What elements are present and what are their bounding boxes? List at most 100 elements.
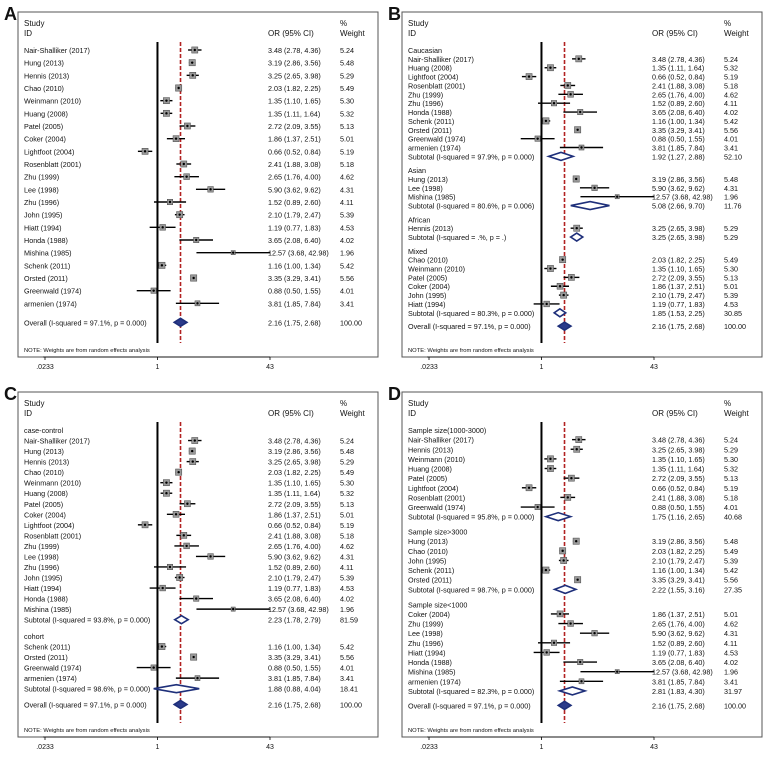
- ci-text: 2.41 (1.88, 3.08): [652, 493, 705, 502]
- weight-value: 5.56: [724, 126, 738, 135]
- ci-text: 2.23 (1.78, 2.79): [268, 616, 321, 625]
- point-estimate: [552, 641, 556, 644]
- header-study: Study: [24, 399, 44, 408]
- weight-value: 5.19: [340, 147, 354, 156]
- study-label: Hiatt (1994): [408, 300, 446, 309]
- ci-text: 3.81 (1.85, 7.84): [268, 299, 321, 308]
- weight-value: 4.53: [724, 648, 738, 657]
- ci-text: 2.72 (2.09, 3.55): [268, 500, 321, 509]
- point-estimate: [178, 576, 181, 579]
- header-or: OR (95% CI): [652, 29, 698, 38]
- point-estimate: [616, 670, 619, 673]
- study-label: Zhu (1999): [24, 173, 59, 182]
- subtotal-diamond: [153, 683, 200, 694]
- weight-value: 5.48: [724, 175, 738, 184]
- study-label: Honda (1988): [24, 236, 68, 245]
- point-estimate: [558, 612, 562, 616]
- study-label: John (1995): [24, 211, 62, 220]
- weight-value: 1.96: [724, 668, 738, 677]
- weight-value: 5.18: [724, 493, 738, 502]
- ci-text: 2.65 (1.76, 4.00): [268, 173, 321, 182]
- ci-text: 2.03 (1.82, 2.25): [652, 256, 705, 265]
- study-label: Zhu (1996): [408, 639, 443, 648]
- ci-text: 2.72 (2.09, 3.55): [652, 474, 705, 483]
- ci-text: 2.72 (2.09, 3.55): [268, 122, 321, 131]
- ci-text: 12.57 (3.68, 42.98): [268, 605, 329, 614]
- weight-value: 11.76: [724, 202, 741, 211]
- header-study: Study: [408, 19, 428, 28]
- study-label: Lightfoot (2004): [408, 484, 458, 493]
- weight-value: 100.00: [340, 700, 362, 709]
- weight-value: 5.19: [724, 73, 738, 82]
- ci-text: 1.35 (1.11, 1.64): [652, 64, 704, 73]
- ci-text: 3.65 (2.08, 6.40): [268, 595, 321, 604]
- study-label: Hennis (2013): [24, 71, 69, 80]
- ci-text: 3.35 (3.29, 3.41): [652, 576, 705, 585]
- overall-diamond: [556, 700, 573, 711]
- point-estimate: [190, 449, 194, 453]
- weight-value: 4.01: [340, 664, 354, 673]
- ci-text: 2.16 (1.75, 2.68): [652, 701, 705, 710]
- weight-value: 5.18: [340, 531, 354, 540]
- x-tick-label: 43: [266, 744, 274, 751]
- point-estimate: [566, 496, 569, 499]
- ci-text: 2.10 (1.79, 2.47): [268, 211, 321, 220]
- ci-text: 2.72 (2.09, 3.55): [652, 273, 705, 282]
- study-label: Hung (2013): [24, 59, 64, 68]
- study-label: Huang (2008): [24, 489, 68, 498]
- point-estimate: [161, 586, 164, 590]
- group-label: Caucasian: [408, 46, 442, 55]
- header-weight-pct: %: [724, 399, 731, 408]
- point-estimate: [576, 128, 579, 131]
- x-tick-label: 43: [266, 364, 274, 371]
- ci-text: 0.88 (0.50, 1.55): [268, 287, 321, 296]
- study-label: Hiatt (1994): [408, 648, 446, 657]
- point-estimate: [232, 251, 235, 254]
- ci-text: 3.25 (2.65, 3.98): [652, 224, 705, 233]
- study-label: Lightfoot (2004): [24, 147, 74, 156]
- ci-text: 2.03 (1.82, 2.25): [268, 84, 321, 93]
- weight-value: 100.00: [340, 318, 362, 327]
- point-estimate: [577, 438, 580, 441]
- ci-text: 2.16 (1.75, 2.68): [268, 318, 321, 327]
- study-label: Nair-Shalliker (2017): [408, 436, 474, 445]
- study-label: Zhu (1999): [408, 90, 443, 99]
- point-estimate: [196, 676, 199, 680]
- weight-value: 4.31: [724, 184, 738, 193]
- point-estimate: [185, 544, 188, 548]
- study-label: Lightfoot (2004): [24, 521, 74, 530]
- panel-label: A: [4, 4, 17, 24]
- ci-text: 1.19 (0.77, 1.83): [652, 648, 705, 657]
- weight-value: 4.31: [340, 185, 354, 194]
- subtotal-diamond: [552, 584, 579, 595]
- weight-value: 5.13: [340, 122, 354, 131]
- ci-text: 2.03 (1.82, 2.25): [652, 547, 705, 556]
- study-label: John (1995): [408, 291, 446, 300]
- ci-text: 2.16 (1.75, 2.68): [268, 700, 321, 709]
- ci-text: 1.35 (1.11, 1.64): [268, 109, 320, 118]
- weight-value: 5.32: [340, 109, 354, 118]
- point-estimate: [569, 93, 572, 96]
- ci-text: 1.35 (1.10, 1.65): [268, 97, 321, 106]
- point-estimate: [545, 651, 548, 654]
- header-weight-pct: %: [724, 19, 731, 28]
- ci-text: 3.65 (2.08, 6.40): [268, 236, 321, 245]
- ci-text: 2.16 (1.75, 2.68): [652, 322, 705, 331]
- x-tick-label: 43: [650, 364, 658, 371]
- study-label: armenien (1974): [408, 144, 461, 153]
- weights-note: NOTE: Weights are from random effects an…: [408, 348, 534, 354]
- ci-text: 0.66 (0.52, 0.84): [652, 73, 705, 82]
- ci-text: 12.57 (3.68, 42.98): [652, 668, 713, 677]
- ci-text: 2.65 (1.76, 4.00): [652, 90, 705, 99]
- point-estimate: [575, 448, 578, 451]
- ci-text: 1.86 (1.37, 2.51): [652, 610, 705, 619]
- ci-text: 3.65 (2.08, 6.40): [652, 658, 705, 667]
- weight-value: 4.02: [340, 595, 354, 604]
- ci-text: 1.35 (1.11, 1.64): [652, 465, 704, 474]
- study-label: Orsted (2011): [24, 653, 68, 662]
- weight-value: 4.02: [724, 658, 738, 667]
- subtotal-diamond: [173, 614, 190, 625]
- ci-text: 3.25 (2.65, 3.98): [652, 233, 705, 242]
- point-estimate: [527, 486, 531, 489]
